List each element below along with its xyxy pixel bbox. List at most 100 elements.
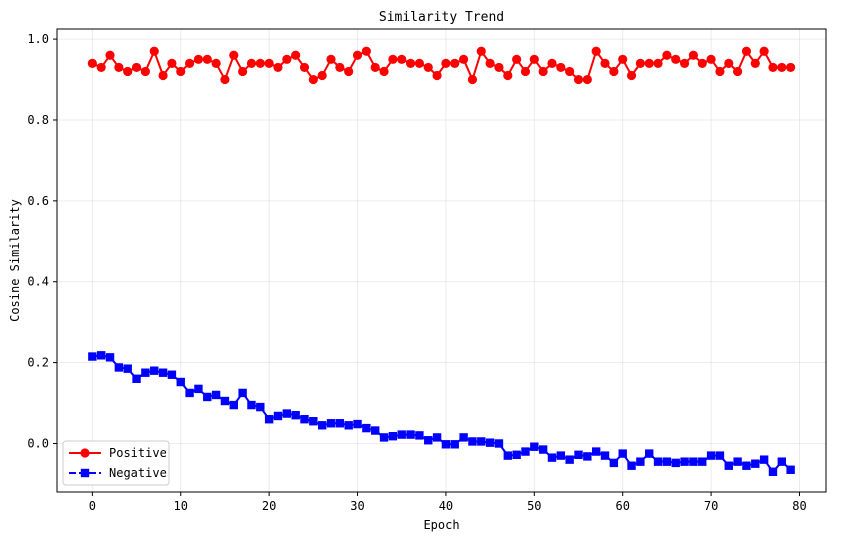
positive-point [750,58,760,68]
positive-point [193,54,204,64]
positive-point [565,66,575,77]
negative-point [574,450,583,459]
negative-point [671,458,680,468]
negative-point [530,442,539,451]
positive-point [573,74,584,85]
negative-point [636,457,645,466]
y-tick-label: 0.4 [27,275,49,289]
y-tick-label: 0.8 [27,113,49,127]
negative-point [96,351,106,360]
x-tick-label: 30 [350,499,364,513]
negative-point [353,419,362,429]
positive-point [715,66,725,77]
positive-point [273,62,283,73]
positive-point [344,66,354,77]
positive-point [662,50,672,60]
positive-point [352,50,363,60]
negative-point [459,433,468,442]
positive-point [282,54,292,64]
y-tick-label: 1.0 [27,32,49,46]
x-tick-label: 40 [439,499,453,513]
negative-point [565,455,574,464]
positive-point [317,70,327,81]
negative-point [379,433,389,442]
negative-point [220,396,230,406]
positive-point [512,54,522,64]
positive-point [529,54,539,64]
axis-ticks: 0 10 20 30 40 50 60 70 80 0.0 0.2 0.4 0.6 0.8 1.0 [27,32,806,513]
positive-point [671,54,681,64]
negative-point [777,457,787,466]
positive-point [679,58,690,68]
positive-point [759,46,769,56]
positive-point [485,58,495,68]
negative-point [424,436,433,445]
negative-point [211,390,221,400]
y-axis-label: Cosine Similarity [8,199,22,322]
negative-point [132,374,141,383]
negative-point [203,392,212,402]
negative-point [105,353,115,362]
positive-point [706,54,716,64]
positive-point [591,46,601,56]
negative-point [485,438,495,447]
negative-point [733,457,742,466]
negative-point [300,415,309,424]
positive-point [432,70,442,81]
positive-point [688,50,699,60]
positive-point [467,74,478,85]
negative-point [415,431,424,440]
negative-point [326,419,336,428]
negative-point [264,415,274,424]
positive-point [786,62,796,73]
grid [57,29,826,492]
positive-point [503,70,513,81]
negative-point [229,400,238,410]
negative-point [256,402,265,412]
negative-point [512,450,521,459]
negative-point [371,426,380,435]
negative-point [158,368,168,377]
negative-point [600,451,610,460]
negative-point [786,465,795,474]
negative-point [388,431,398,441]
positive-point [238,66,248,77]
positive-point [379,66,389,77]
negative-point [689,457,698,466]
positive-point [547,58,557,68]
plot-frame [56,28,827,493]
x-tick-label: 0 [89,499,96,513]
negative-point [468,437,477,446]
positive-point [114,62,124,73]
negative-point [344,421,353,430]
negative-point [291,410,300,420]
series-positive [87,46,796,85]
positive-point [326,54,336,64]
positive-point [520,66,531,77]
legend-label-positive: Positive [109,446,167,460]
positive-point [335,62,345,73]
positive-point [538,66,548,77]
y-tick-label: 0.0 [27,436,49,450]
negative-point [397,430,406,439]
negative-point [88,352,97,361]
positive-point [176,66,186,77]
negative-point [150,366,159,375]
negative-point [282,409,292,418]
positive-point [556,62,566,73]
negative-point [521,447,530,456]
positive-point [299,62,310,73]
series-group [87,46,796,476]
negative-point [238,388,247,398]
negative-point [247,400,256,410]
negative-point [680,457,689,466]
positive-point [733,66,743,77]
legend-label-negative: Negative [109,466,167,480]
positive-point [653,58,663,68]
negative-point [768,467,778,476]
negative-point [742,461,751,470]
negative-point [194,384,203,394]
x-tick-label: 50 [527,499,541,513]
